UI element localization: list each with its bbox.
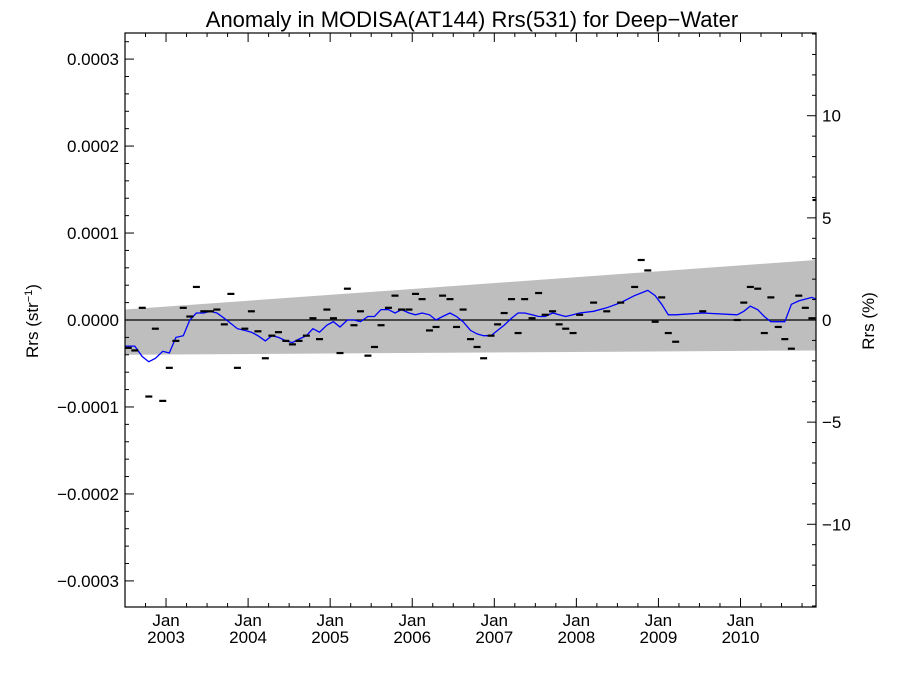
x-tick-label-year: 2008: [557, 628, 595, 647]
x-tick-label-year: 2010: [722, 628, 760, 647]
y-tick-label-left: −0.0002: [57, 485, 119, 504]
y-tick-label-left: 0.0002: [67, 137, 119, 156]
y-tick-label-left: 0.0000: [67, 311, 119, 330]
x-tick-label-month: Jan: [645, 611, 672, 630]
x-tick-label-year: 2007: [475, 628, 513, 647]
x-tick-label-year: 2005: [311, 628, 349, 647]
x-tick-label-month: Jan: [316, 611, 343, 630]
y-tick-label-left: 0.0003: [67, 50, 119, 69]
x-tick-label-month: Jan: [234, 611, 261, 630]
y-axis-label-left-superscript: −1: [23, 290, 35, 303]
y-axis-label-left: Rrs (str−1): [23, 284, 42, 358]
smoothed-anomaly-line: [125, 289, 817, 363]
x-tick-label-month: Jan: [481, 611, 508, 630]
y-tick-label-left: −0.0003: [57, 572, 119, 591]
axis-ticks: 0.0003 0.0002 0.0001 0.0000 −0.0001 −0.0002 −0…: [57, 33, 851, 647]
x-tick-label-month: Jan: [727, 611, 754, 630]
y-tick-label-left: −0.0001: [57, 398, 119, 417]
y-axis-label-left-text: Rrs (str: [23, 302, 42, 358]
uncertainty-band: [125, 259, 816, 355]
y-tick-label-right: 5: [822, 209, 831, 228]
y-tick-label-right: 0: [822, 311, 831, 330]
chart-title: Anomaly in MODISA(AT144) Rrs(531) for De…: [206, 7, 738, 32]
smoothed-line-path: [125, 289, 817, 363]
y-tick-label-left: 0.0001: [67, 224, 119, 243]
x-tick-label-month: Jan: [152, 611, 179, 630]
x-tick-label-year: 2003: [147, 628, 185, 647]
y-tick-label-right: −10: [822, 515, 851, 534]
y-axis-label-left-close: ): [23, 284, 42, 290]
x-tick-label-year: 2006: [393, 628, 431, 647]
y-axis-label-right: Rrs (%): [859, 292, 878, 350]
y-tick-label-right: 10: [822, 107, 841, 126]
y-tick-label-right: −5: [822, 413, 841, 432]
band-area: [125, 259, 816, 355]
monthly-anomaly-points: [124, 198, 816, 402]
x-tick-label-year: 2004: [229, 628, 267, 647]
x-tick-label-month: Jan: [399, 611, 426, 630]
x-tick-label-month: Jan: [563, 611, 590, 630]
x-tick-label-year: 2009: [640, 628, 678, 647]
